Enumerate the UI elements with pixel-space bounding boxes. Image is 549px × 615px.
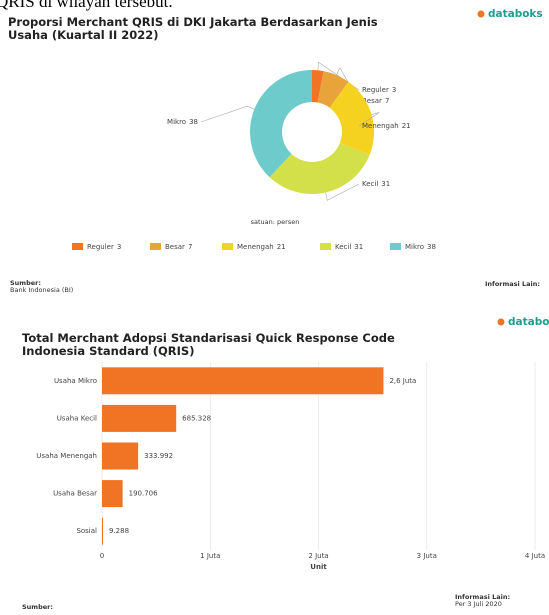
donut-slice	[269, 143, 370, 195]
info-label: Informasi Lain:	[485, 280, 540, 288]
x-tick-label: 1 Juta	[200, 552, 220, 560]
leader-line	[325, 183, 360, 201]
leader-line	[358, 112, 380, 127]
value-label: 333.992	[144, 452, 173, 460]
donut-slice	[329, 81, 374, 155]
legend-swatch	[390, 243, 401, 250]
bar	[102, 517, 104, 545]
legend-label: Menengah 21	[237, 243, 286, 251]
slice-label: Menengah 21	[362, 122, 411, 130]
slice-label: Besar 7	[362, 97, 389, 105]
x-tick-label: 2 Juta	[308, 552, 328, 560]
x-tick-label: 3 Juta	[417, 552, 437, 560]
article-text: QRIS di wilayah tersebut.	[0, 0, 173, 11]
x-axis-label: Unit	[310, 563, 327, 571]
legend-label: Reguler 3	[87, 243, 121, 251]
info-label: Informasi Lain:	[455, 593, 510, 601]
category-label: Usaha Kecil	[57, 414, 97, 422]
legend-swatch	[72, 243, 83, 250]
source: Bank Indonesia (BI)	[10, 286, 73, 294]
brand-icon	[477, 10, 485, 18]
legend-swatch	[320, 243, 331, 250]
slice-label: Mikro 38	[167, 118, 198, 126]
value-label: 9.288	[109, 527, 129, 535]
category-label: Usaha Besar	[53, 490, 97, 498]
bar	[102, 367, 384, 395]
bar	[102, 442, 139, 470]
chart-title: Total Merchant Adopsi Standarisasi Quick…	[22, 331, 395, 358]
brand-icon	[497, 318, 505, 326]
info: Per 3 Juli 2020	[455, 600, 502, 608]
slice-label: Kecil 31	[362, 180, 390, 188]
category-label: Usaha Mikro	[54, 377, 97, 385]
unit-note: satuan: persen	[251, 218, 300, 226]
donut-slice	[250, 70, 312, 178]
bar	[102, 480, 123, 508]
x-tick-label: 4 Juta	[525, 552, 545, 560]
value-label: 2,6 Juta	[389, 377, 416, 385]
value-label: 685.328	[182, 414, 211, 422]
slice-label: Reguler 3	[362, 86, 396, 94]
legend-swatch	[150, 243, 161, 250]
category-label: Sosial	[76, 527, 97, 535]
legend-label: Kecil 31	[335, 243, 363, 251]
donut-slice	[317, 71, 349, 108]
source-label: Sumber:	[10, 279, 41, 287]
leader-line	[200, 105, 255, 123]
source-label: Sumber:	[22, 603, 53, 611]
brand: databoks	[488, 8, 543, 20]
brand: databoks	[508, 316, 549, 328]
chart-title: Proporsi Merchant QRIS di DKI Jakarta Be…	[8, 15, 378, 42]
category-label: Usaha Menengah	[36, 452, 97, 460]
donut-slice	[312, 70, 324, 103]
legend-label: Besar 7	[165, 243, 192, 251]
value-label: 190.706	[129, 490, 158, 498]
legend-swatch	[222, 243, 233, 250]
bar	[102, 404, 177, 432]
legend-label: Mikro 38	[405, 243, 436, 251]
x-tick-label: 0	[100, 552, 104, 560]
